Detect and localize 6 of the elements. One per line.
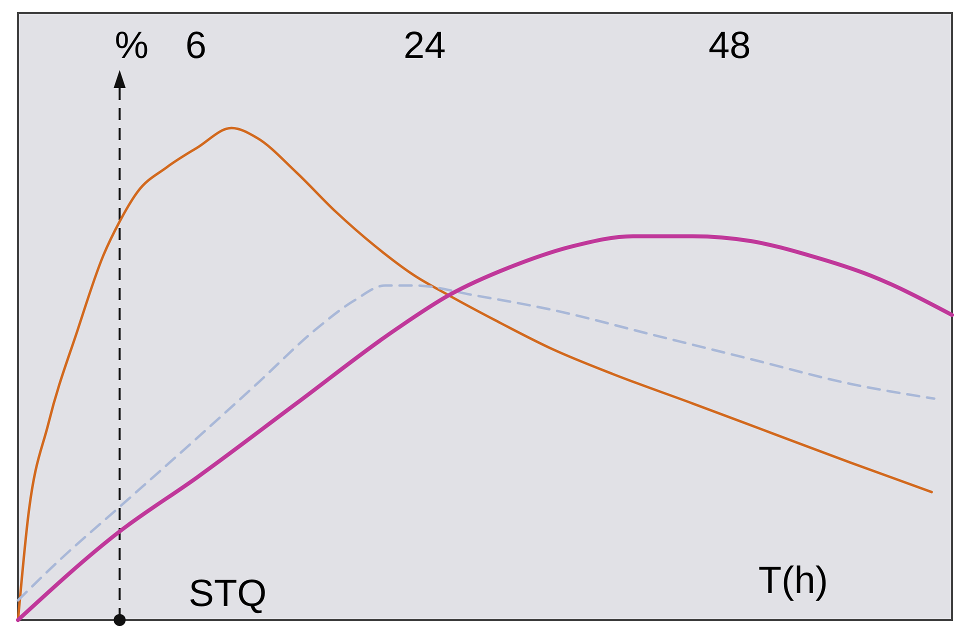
ref-line-label: % (114, 25, 149, 67)
x-tick-label: 6 (185, 25, 206, 67)
x-axis-title: T(h) (758, 560, 828, 602)
x-tick-label: 24 (404, 25, 446, 67)
annotation: STQ (188, 573, 267, 615)
x-tick-label: 48 (708, 25, 751, 67)
